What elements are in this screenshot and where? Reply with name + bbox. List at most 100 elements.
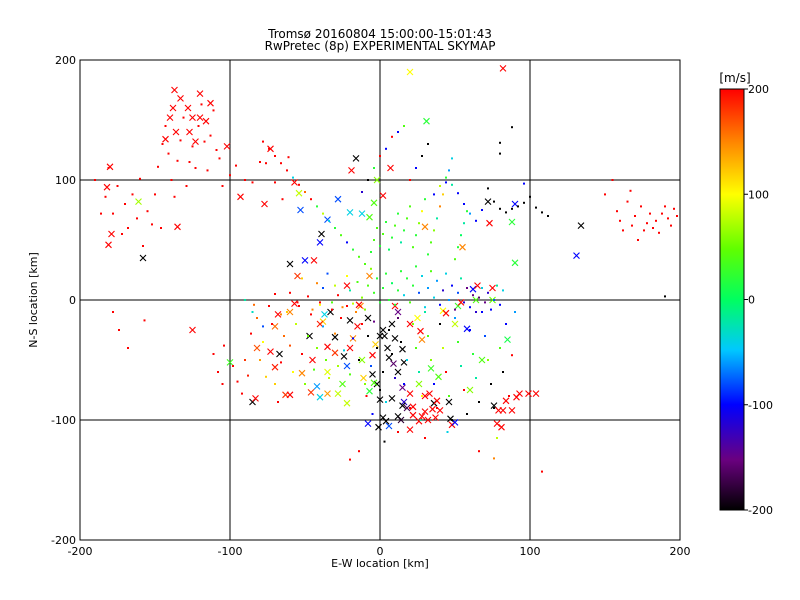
point-dot [511, 207, 513, 210]
point-dot [143, 319, 146, 322]
point-dot [370, 251, 372, 253]
point-dot [287, 156, 290, 159]
point-dot [118, 329, 120, 331]
point-x-marker [196, 114, 204, 121]
point-x-marker [418, 413, 426, 420]
point-dot [382, 371, 384, 373]
point-dot [478, 296, 480, 299]
point-x-marker [474, 282, 481, 289]
point-dot [664, 295, 666, 298]
point-dot [146, 210, 149, 213]
point-dot [427, 253, 429, 256]
point-x-marker [103, 183, 111, 191]
colorbar-tick-label: -100 [748, 399, 773, 412]
point-dot [493, 457, 495, 460]
point-dot [268, 147, 270, 150]
point-dot [358, 359, 360, 361]
point-x-marker [346, 344, 354, 352]
point-dot [397, 317, 399, 319]
point-x-marker [276, 350, 283, 358]
point-x-marker [364, 314, 372, 322]
point-dot [341, 306, 344, 309]
point-dot [517, 205, 519, 208]
point-x-marker [306, 332, 313, 340]
point-dot [326, 272, 329, 275]
point-x-marker [316, 239, 324, 246]
point-x-marker [261, 200, 268, 208]
point-dot [394, 224, 396, 227]
point-dot [403, 383, 405, 385]
x-tick-label: -100 [218, 545, 243, 558]
point-dot [445, 272, 447, 275]
point-dot [673, 207, 675, 210]
point-x-marker [508, 407, 516, 414]
point-dot [164, 125, 167, 127]
point-dot [352, 302, 354, 305]
point-dot [451, 419, 453, 421]
point-x-marker [489, 284, 496, 292]
point-x-marker [366, 213, 373, 221]
point-dot [307, 295, 309, 298]
point-dot [448, 395, 450, 397]
point-dot [505, 211, 507, 214]
point-dot [346, 241, 348, 244]
point-dot [451, 284, 453, 287]
point-x-marker [406, 426, 414, 433]
point-dot [185, 185, 188, 187]
point-dot [547, 215, 549, 217]
point-x-marker [486, 219, 493, 227]
point-x-marker [360, 374, 367, 382]
point-dot [373, 320, 375, 323]
point-x-marker [366, 272, 373, 280]
point-dot [649, 212, 651, 215]
point-dot [310, 313, 312, 316]
point-x-marker [532, 390, 540, 397]
point-dot [427, 287, 429, 289]
point-dot [397, 289, 399, 292]
point-dot [454, 258, 456, 261]
point-dot [496, 284, 498, 287]
point-x-marker [253, 344, 261, 352]
point-dot [454, 317, 456, 319]
point-dot [262, 325, 264, 328]
point-dot [403, 294, 405, 297]
point-dot [334, 284, 336, 287]
point-dot [361, 296, 363, 299]
point-dot [541, 211, 543, 214]
point-dot [349, 373, 351, 376]
point-dot [427, 143, 429, 145]
point-x-marker [469, 285, 477, 293]
point-dot [626, 200, 629, 203]
point-dot [409, 179, 411, 181]
point-x-marker [186, 128, 193, 136]
point-dot [280, 313, 282, 316]
point-x-marker [267, 348, 274, 355]
point-dot [394, 377, 396, 379]
point-x-marker [339, 380, 346, 388]
point-dot [371, 413, 374, 415]
point-x-marker [387, 164, 394, 172]
point-dot [433, 229, 435, 232]
point-dot [433, 193, 435, 196]
point-dot [358, 255, 360, 258]
point-dot [289, 291, 291, 294]
point-dot [499, 303, 501, 306]
point-dot [218, 157, 221, 160]
colorbar-tick-label: 0 [748, 294, 755, 307]
point-x-marker [166, 114, 174, 121]
point-dot [499, 152, 501, 155]
point-dot [611, 179, 614, 181]
point-dot [496, 437, 498, 439]
point-x-marker [364, 420, 372, 427]
point-dot [664, 205, 666, 208]
point-x-marker [331, 349, 339, 357]
point-dot [262, 341, 264, 343]
point-dot [107, 167, 110, 169]
point-dot [430, 270, 432, 273]
point-dot [292, 371, 294, 373]
point-dot [256, 317, 258, 319]
point-x-marker [379, 326, 387, 334]
point-dot [203, 140, 206, 143]
point-dot [385, 221, 387, 223]
point-x-marker [321, 311, 328, 318]
